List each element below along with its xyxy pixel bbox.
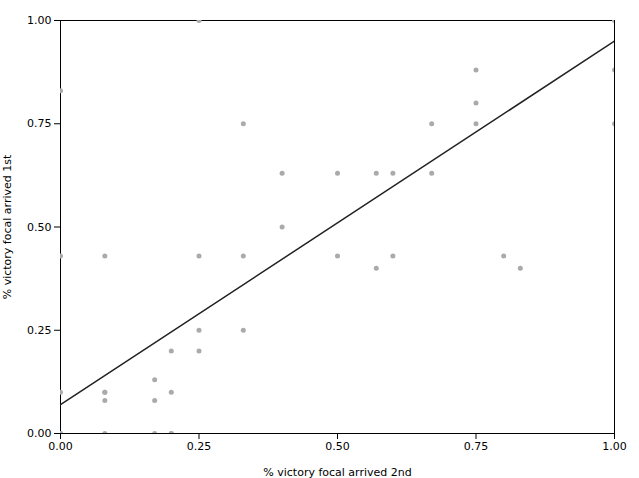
svg-text:% victory focal arrived 1st: % victory focal arrived 1st xyxy=(1,154,14,299)
svg-text:1.00: 1.00 xyxy=(602,440,627,453)
svg-text:0.00: 0.00 xyxy=(27,427,52,440)
svg-text:0.00: 0.00 xyxy=(48,440,73,453)
svg-text:0.25: 0.25 xyxy=(187,440,212,453)
svg-text:0.75: 0.75 xyxy=(464,440,489,453)
svg-text:0.50: 0.50 xyxy=(27,221,52,234)
svg-text:0.75: 0.75 xyxy=(27,117,52,130)
svg-text:0.50: 0.50 xyxy=(325,440,350,453)
svg-text:0.25: 0.25 xyxy=(27,324,52,337)
svg-text:1.00: 1.00 xyxy=(27,14,52,27)
svg-text:% victory focal arrived 2nd: % victory focal arrived 2nd xyxy=(263,466,411,478)
